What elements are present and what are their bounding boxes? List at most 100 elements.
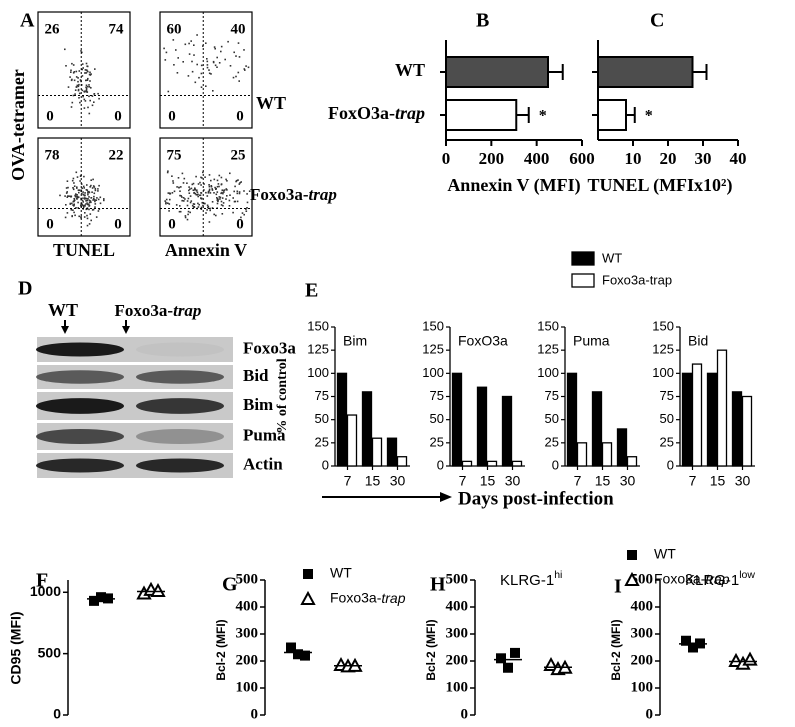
blot-band — [36, 398, 124, 414]
event-dot — [95, 199, 98, 201]
event-dot — [200, 176, 202, 179]
event-dot — [181, 199, 183, 202]
event-dot — [226, 180, 228, 182]
event-dot — [195, 175, 197, 178]
y-tick-label: 400 — [631, 598, 654, 614]
event-dot — [90, 184, 92, 187]
event-dot — [207, 190, 210, 193]
event-dot — [71, 62, 73, 65]
event-dot — [103, 198, 105, 200]
event-dot — [243, 213, 245, 216]
event-dot — [208, 185, 211, 188]
y-tick-label: 0 — [461, 706, 469, 722]
x-tick-label: 10 — [625, 149, 642, 168]
event-dot — [194, 187, 196, 189]
x-tick-label: 400 — [524, 149, 550, 168]
event-dot — [97, 190, 99, 192]
event-dot — [233, 51, 235, 54]
event-dot — [189, 195, 192, 197]
event-dot — [226, 195, 228, 197]
event-dot — [186, 200, 189, 202]
event-dot — [208, 184, 210, 186]
event-dot — [69, 203, 72, 205]
event-dot — [184, 198, 186, 200]
event-dot — [247, 66, 250, 69]
event-dot — [200, 208, 203, 210]
event-dot — [232, 76, 235, 79]
event-dot — [218, 62, 221, 64]
y-tick-label: 125 — [307, 342, 329, 357]
event-dot — [179, 194, 181, 197]
event-dot — [85, 87, 88, 90]
event-dot — [85, 62, 88, 65]
event-dot — [211, 188, 213, 190]
legend-marker — [624, 571, 640, 586]
quadrant-value: 0 — [236, 108, 244, 124]
event-dot — [71, 202, 73, 205]
x-tick-label: 15 — [710, 473, 726, 489]
event-dot — [200, 72, 203, 75]
event-dot — [244, 69, 246, 71]
chart-title: KLRG-1low — [685, 569, 755, 589]
event-dot — [229, 172, 231, 175]
x-tick-label: 30 — [505, 473, 521, 489]
event-dot — [75, 207, 77, 209]
event-dot — [83, 175, 85, 178]
event-dot — [87, 106, 89, 109]
event-dot — [228, 199, 231, 202]
event-dot — [73, 211, 75, 214]
event-dot — [237, 71, 240, 74]
event-dot — [71, 78, 73, 81]
event-dot — [179, 210, 182, 213]
band-label: Bim — [243, 395, 273, 414]
event-dot — [67, 195, 69, 197]
event-dot — [232, 211, 234, 214]
event-dot — [94, 203, 97, 205]
event-dot — [77, 189, 80, 191]
event-dot — [227, 40, 229, 43]
event-dot — [181, 172, 184, 175]
legend-marker — [627, 550, 637, 560]
y-tick-label: 50 — [430, 411, 444, 426]
event-dot — [187, 210, 190, 213]
event-dot — [85, 84, 88, 87]
event-dot — [183, 177, 186, 180]
event-dot — [68, 195, 70, 197]
event-dot — [200, 197, 203, 200]
event-dot — [72, 188, 75, 191]
event-dot — [179, 205, 181, 207]
bar — [445, 99, 518, 131]
event-dot — [210, 185, 213, 187]
event-dot — [200, 197, 202, 199]
event-dot — [75, 171, 78, 174]
event-dot — [75, 76, 78, 78]
event-dot — [86, 217, 89, 220]
y-axis-label: Bcl-2 (MFI) — [424, 619, 438, 680]
event-dot — [85, 89, 88, 92]
event-dot — [192, 182, 195, 185]
bar — [576, 442, 588, 467]
event-dot — [90, 201, 92, 204]
event-dot — [78, 92, 81, 95]
y-axis-label: Bcl-2 (MFI) — [609, 619, 623, 680]
event-dot — [72, 187, 74, 189]
event-dot — [238, 192, 241, 195]
y-tick-label: 0 — [437, 457, 444, 472]
x-tick-label: 200 — [479, 149, 505, 168]
event-dot — [177, 177, 180, 179]
event-dot — [73, 79, 76, 82]
panel-letter: F — [36, 570, 48, 592]
quadrant-value: 60 — [167, 21, 182, 37]
significance: * — [539, 108, 547, 125]
event-dot — [222, 204, 224, 207]
y-tick-label: 100 — [307, 365, 329, 380]
quadrant-value: 25 — [231, 147, 246, 163]
event-dot — [84, 204, 86, 207]
event-dot — [94, 68, 96, 70]
event-dot — [65, 204, 67, 206]
event-dot — [209, 207, 211, 210]
y-tick-label: 75 — [315, 388, 329, 403]
data-point — [496, 653, 506, 664]
bar — [601, 442, 613, 467]
event-dot — [88, 205, 90, 207]
